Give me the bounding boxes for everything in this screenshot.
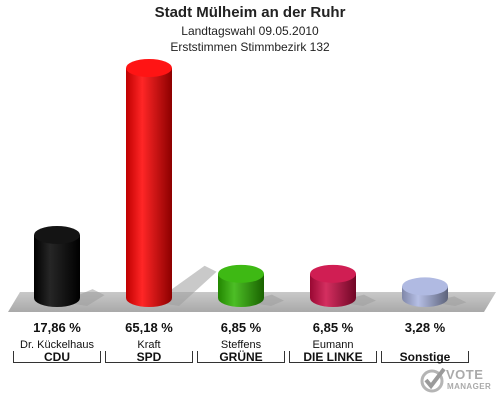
category-bracket	[381, 351, 469, 363]
category-bracket	[13, 351, 101, 363]
bar-cdu	[34, 225, 105, 307]
bar-gruene	[218, 264, 284, 307]
bars-group	[34, 59, 467, 307]
value-label-spd: 65,18 %	[125, 320, 173, 335]
bar-sonstige	[402, 277, 467, 307]
category-label-cdu: CDU	[44, 350, 70, 364]
category-bracket	[289, 351, 377, 363]
category-label-sonstige: Sonstige	[399, 350, 451, 364]
bar-body	[310, 273, 356, 307]
bar-shadow	[430, 296, 467, 306]
chart-title: Stadt Mülheim an der Ruhr	[154, 4, 346, 21]
bar-spd	[126, 59, 217, 307]
logo-subtitle: MANAGER	[447, 382, 492, 391]
candidate-label-linke: Eumann	[312, 339, 354, 351]
candidate-label-spd: Kraft	[137, 339, 161, 351]
bar-body	[218, 273, 264, 307]
candidate-label-gruene: Steffens	[220, 339, 262, 351]
category-label-linke: DIE LINKE	[303, 350, 363, 364]
chart-subtitle-election: Landtagswahl 09.05.2010	[181, 24, 319, 38]
candidate-label-cdu: Dr. Kückelhaus	[20, 339, 94, 351]
bar-linke	[310, 264, 376, 307]
value-label-linke: 6,85 %	[312, 320, 354, 335]
category-bracket	[105, 351, 193, 363]
category-bracket	[197, 351, 285, 363]
checkmark-icon	[420, 367, 446, 393]
bar-top	[310, 264, 356, 283]
bar-top	[402, 277, 448, 296]
value-label-gruene: 6,85 %	[220, 320, 262, 335]
bar-top	[126, 59, 172, 77]
category-label-gruene: GRÜNE	[219, 350, 263, 364]
chart-subtitle-district: Erststimmen Stimmbezirk 132	[170, 40, 330, 54]
bar-body	[34, 234, 80, 307]
value-label-cdu: 17,86 %	[33, 320, 81, 335]
category-label-spd: SPD	[136, 350, 162, 364]
logo-wordmark: VOTE	[446, 367, 484, 382]
bar-top	[34, 225, 80, 244]
vote-manager-logo: VOTE MANAGER	[420, 366, 494, 396]
bar-body	[126, 68, 172, 307]
value-label-sonstige: 3,28 %	[404, 320, 446, 335]
bar-top	[218, 264, 264, 283]
